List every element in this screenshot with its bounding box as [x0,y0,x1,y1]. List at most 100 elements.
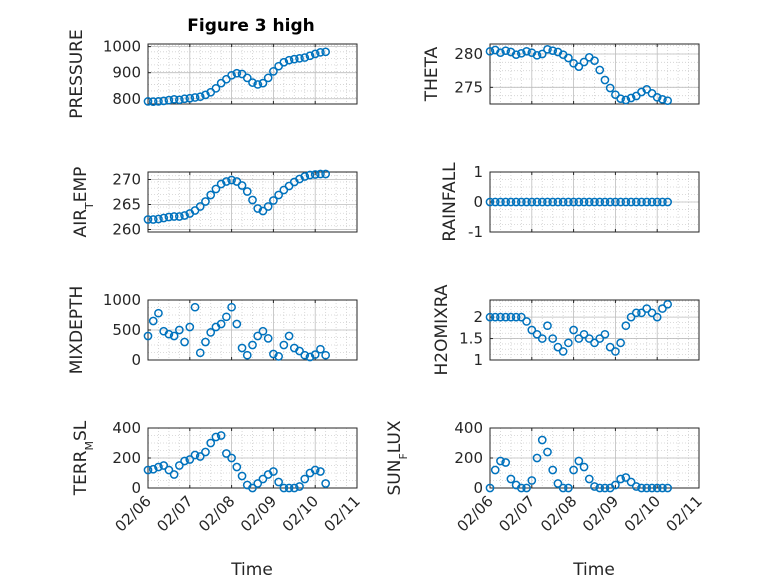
data-point [164,212,174,222]
x-tick-label: 02/10 [279,492,322,535]
x-tick-label: 02/08 [537,492,580,535]
data-point [616,94,625,104]
axes-box [147,171,358,233]
data-point [548,334,558,343]
x-tick-label: 02/10 [621,492,664,535]
data-point [532,329,542,339]
data-point [652,483,662,493]
ylabel-mixdepth: MIXDEPTH [67,286,87,375]
data-point [527,197,537,207]
y-tick-label: 400 [112,419,141,437]
data-point [553,479,563,488]
data-point [564,483,573,493]
data-point [548,197,558,207]
data-point [584,334,594,343]
figure-title: Figure 3 high [187,16,315,36]
data-point [175,212,184,221]
data-point [600,329,610,339]
data-point [642,197,652,207]
data-point [543,321,552,331]
subplot-h2omixra: H2OMIXRA 1 1.5 2 [432,284,700,376]
data-point [511,50,521,60]
data-point [600,483,610,493]
data-point [159,461,169,470]
data-point [248,78,257,87]
y-tick-label: 1.5 [459,330,483,348]
data-point [490,197,500,207]
subplot-terr-msl: TERRMSL Time 0 200 400 02/0602/0702/0802/09… [71,419,364,580]
data-point [248,483,257,493]
data-point [253,80,263,89]
data-point [537,435,547,445]
data-point [558,483,568,493]
data-point [553,197,563,207]
y-tick-label: 2 [473,308,483,326]
x-tick-label: 02/06 [454,492,497,535]
data-point [637,483,646,493]
data-point [621,473,631,482]
data-point [663,299,673,309]
data-point [310,170,320,179]
ylabel-pressure: PRESSURE [67,29,87,118]
data-point [321,479,330,488]
data-point [169,331,179,341]
data-point [258,206,268,216]
data-point [195,202,205,211]
data-point [490,465,500,475]
data-point [485,312,495,322]
data-point [506,474,516,484]
data-point [310,49,320,59]
data-point [232,68,242,78]
data-point [517,197,526,207]
data-point [300,350,310,360]
data-point [647,197,657,207]
data-point [154,462,163,472]
data-point [248,195,257,205]
x-tick-label: 02/08 [195,492,238,535]
y-tick-label: 400 [454,419,483,437]
data-point [258,326,268,336]
data-point [201,197,210,206]
data-point [537,49,547,59]
data-point [242,73,252,83]
data-point [631,308,641,318]
data-point [485,46,495,56]
data-point [295,174,304,184]
subplot-rainfall: RAINFALL -1 0 1 [440,162,700,242]
data-point [496,197,505,207]
data-point [148,97,158,107]
x-tick-label: 02/11 [321,492,364,535]
data-point [169,94,179,104]
ylabel-rainfall: RAINFALL [440,162,460,242]
data-point [295,482,304,491]
data-point [522,46,531,56]
data-point [501,458,511,467]
data-point [143,331,153,341]
y-tick-label: 500 [112,321,141,339]
data-point [658,94,667,104]
data-point [195,452,205,461]
data-point [279,483,289,493]
data-point [605,342,615,352]
data-point [501,197,511,207]
data-point [527,476,537,485]
data-point [569,465,578,475]
data-point [289,54,299,64]
data-point [517,312,526,322]
data-point [310,465,320,475]
ylabel-h2omixra: H2OMIXRA [432,284,452,375]
data-point [295,346,304,356]
data-point [496,48,505,58]
data-point [284,331,294,341]
y-tick-label: 1000 [103,38,141,56]
data-point [658,304,667,313]
data-point [154,97,163,106]
data-point [626,197,636,207]
data-point [637,308,646,318]
data-point [616,197,625,207]
data-point [532,50,542,60]
data-point [663,197,673,207]
data-point [574,62,584,72]
data-point [590,197,599,207]
data-point [295,54,304,63]
